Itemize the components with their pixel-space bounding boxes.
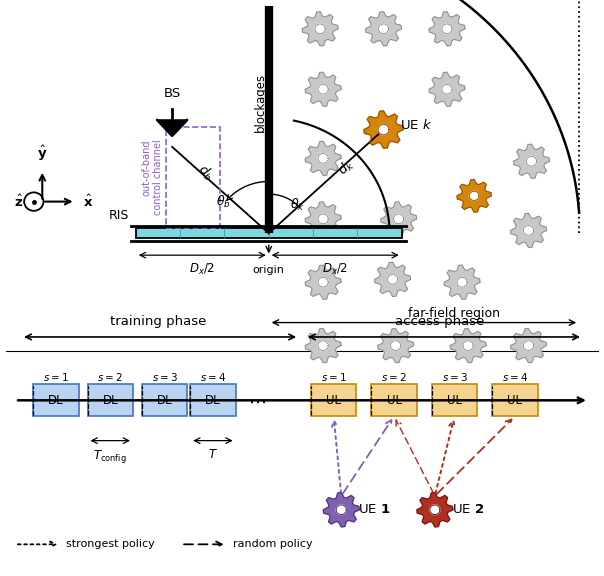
Polygon shape: [318, 341, 328, 350]
Bar: [88, 385, 133, 416]
Text: DL: DL: [157, 394, 172, 407]
Text: DL: DL: [205, 394, 220, 407]
Text: UE $\mathbf{2}$: UE $\mathbf{2}$: [452, 503, 484, 516]
Polygon shape: [378, 124, 389, 135]
Text: strongest policy: strongest policy: [66, 539, 155, 550]
Polygon shape: [444, 265, 480, 300]
Text: DL: DL: [48, 394, 63, 407]
Text: out-of-band
control channel: out-of-band control channel: [141, 139, 163, 215]
Polygon shape: [318, 85, 328, 94]
Polygon shape: [457, 180, 491, 212]
Text: $\theta_k$: $\theta_k$: [291, 196, 305, 213]
Text: $s=4$: $s=4$: [200, 371, 226, 383]
Polygon shape: [510, 213, 547, 248]
Text: UL: UL: [507, 394, 522, 407]
Text: $\cdots$: $\cdots$: [248, 392, 266, 411]
Bar: [142, 385, 187, 416]
Text: $s=4$: $s=4$: [502, 371, 528, 383]
Polygon shape: [364, 111, 403, 148]
Text: UL: UL: [447, 394, 462, 407]
Polygon shape: [394, 214, 403, 223]
Text: blockages: blockages: [254, 73, 267, 132]
Text: $s=3$: $s=3$: [152, 371, 178, 383]
Bar: [33, 385, 79, 416]
Text: training phase: training phase: [111, 315, 207, 328]
Text: $s=2$: $s=2$: [381, 371, 407, 383]
Text: $D_x/2$: $D_x/2$: [189, 262, 216, 277]
Text: $s=2$: $s=2$: [97, 371, 123, 383]
Polygon shape: [450, 328, 486, 363]
Text: $D_x/2$: $D_x/2$: [322, 262, 349, 277]
Text: $\hat{\mathbf{z}}$: $\hat{\mathbf{z}}$: [14, 194, 23, 210]
Text: $\theta_b$: $\theta_b$: [216, 194, 231, 210]
Text: $d_b$: $d_b$: [194, 162, 217, 184]
Text: $d_k$: $d_k$: [335, 156, 358, 179]
Polygon shape: [429, 72, 465, 107]
Text: $s=1$: $s=1$: [321, 371, 347, 383]
Polygon shape: [442, 85, 452, 94]
Polygon shape: [305, 328, 341, 363]
Bar: [432, 385, 477, 416]
Polygon shape: [388, 275, 397, 284]
Polygon shape: [336, 505, 346, 514]
Text: UL: UL: [387, 394, 402, 407]
Bar: [136, 228, 402, 238]
Text: $\hat{\mathbf{y}}$: $\hat{\mathbf{y}}$: [37, 144, 48, 163]
Text: $s=3$: $s=3$: [442, 371, 467, 383]
Polygon shape: [315, 24, 325, 33]
Polygon shape: [378, 328, 414, 363]
Polygon shape: [527, 157, 536, 166]
Polygon shape: [365, 12, 402, 46]
Text: DL: DL: [103, 394, 118, 407]
Polygon shape: [318, 214, 328, 223]
Polygon shape: [510, 328, 547, 363]
Text: UE $\mathbf{1}$: UE $\mathbf{1}$: [358, 503, 391, 516]
Polygon shape: [417, 492, 453, 527]
Polygon shape: [442, 24, 452, 33]
Polygon shape: [457, 278, 467, 287]
Polygon shape: [524, 341, 533, 350]
Polygon shape: [305, 72, 341, 107]
Polygon shape: [318, 154, 328, 163]
Polygon shape: [374, 262, 411, 297]
Polygon shape: [323, 492, 359, 527]
Text: random policy: random policy: [233, 539, 312, 550]
Text: $\hat{\mathbf{x}}$: $\hat{\mathbf{x}}$: [83, 194, 93, 210]
Polygon shape: [381, 202, 417, 236]
Bar: [311, 385, 356, 416]
Polygon shape: [305, 141, 341, 176]
Text: UL: UL: [326, 394, 341, 407]
Polygon shape: [430, 505, 440, 514]
Text: origin: origin: [253, 265, 284, 275]
Text: BS: BS: [164, 87, 181, 100]
Polygon shape: [524, 226, 533, 235]
Polygon shape: [469, 191, 479, 200]
Polygon shape: [391, 341, 400, 350]
Bar: [371, 385, 417, 416]
Text: access phase: access phase: [395, 315, 484, 328]
Polygon shape: [513, 144, 550, 179]
Text: far-field region: far-field region: [408, 308, 500, 320]
Polygon shape: [379, 24, 388, 33]
Text: UE $k$: UE $k$: [400, 118, 433, 132]
Polygon shape: [157, 120, 187, 136]
Polygon shape: [318, 278, 328, 287]
Polygon shape: [429, 12, 465, 46]
Text: RIS: RIS: [108, 209, 129, 222]
Text: $T$: $T$: [208, 448, 218, 461]
Bar: [190, 385, 236, 416]
Polygon shape: [305, 202, 341, 236]
Polygon shape: [463, 341, 473, 350]
Text: $s=1$: $s=1$: [43, 371, 69, 383]
Text: $T_{\mathrm{config}}$: $T_{\mathrm{config}}$: [94, 448, 127, 465]
Bar: [492, 385, 538, 416]
Polygon shape: [305, 265, 341, 300]
Polygon shape: [302, 12, 338, 46]
